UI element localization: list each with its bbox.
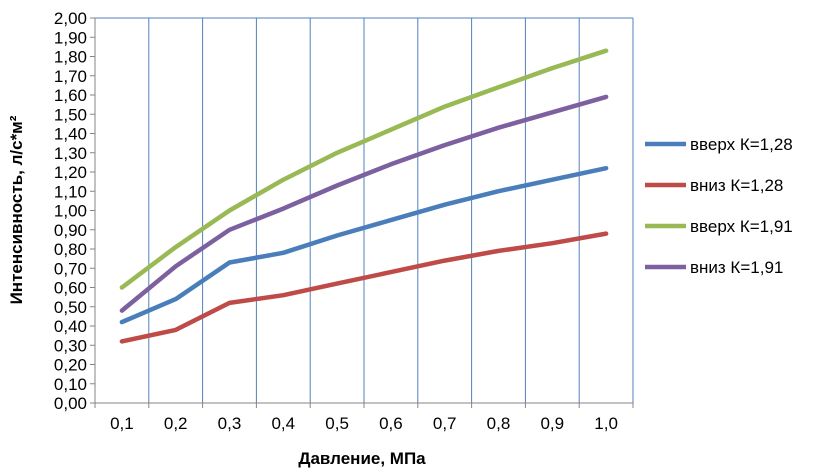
x-tick-label: 0,4 [271, 414, 295, 433]
x-tick-label: 0,3 [218, 414, 242, 433]
x-tick-labels: 0,1 0,2 0,3 0,4 0,5 0,6 0,7 0,8 0,9 1,0 [110, 414, 618, 433]
y-tick-label: 0,70 [54, 259, 87, 278]
series-line-1 [119, 165, 609, 325]
legend-label: вниз К=1,28 [690, 176, 783, 195]
x-tick-label: 0,1 [110, 414, 134, 433]
x-tick-label: 0,7 [433, 414, 457, 433]
x-tick-label: 0,9 [540, 414, 564, 433]
y-tick-label: 1,70 [54, 67, 87, 86]
axes [90, 17, 634, 408]
legend: вверх К=1,28 вниз К=1,28 вверх К=1,91 вниз … [645, 135, 793, 277]
x-tick-label: 1,0 [594, 414, 618, 433]
y-tick-label: 1,10 [54, 182, 87, 201]
gridlines [94, 17, 634, 403]
x-tick-label: 0,6 [379, 414, 403, 433]
y-tick-label: 1,60 [54, 86, 87, 105]
series-lines [119, 48, 609, 344]
x-tick-label: 0,2 [164, 414, 188, 433]
legend-label: вниз К=1,91 [690, 258, 783, 277]
x-tick-label: 0,5 [325, 414, 349, 433]
y-tick-label: 0,40 [54, 317, 87, 336]
series-line-4 [119, 94, 609, 313]
y-tick-label: 0,10 [54, 375, 87, 394]
y-tick-label: 0,00 [54, 394, 87, 413]
y-axis-title: Интенсивность, л/с*м² [7, 115, 26, 304]
y-tick-label: 0,20 [54, 356, 87, 375]
y-tick-label: 0,80 [54, 240, 87, 259]
series-line-3 [119, 48, 609, 290]
y-tick-label: 1,90 [54, 28, 87, 47]
y-tick-label: 2,00 [54, 9, 87, 28]
y-tick-label: 0,90 [54, 221, 87, 240]
y-tick-label: 1,80 [54, 48, 87, 67]
y-tick-label: 0,50 [54, 298, 87, 317]
y-tick-label: 1,30 [54, 144, 87, 163]
y-tick-labels: 0,000,100,200,300,400,500,600,700,800,90… [54, 9, 87, 413]
y-tick-label: 0,60 [54, 279, 87, 298]
legend-label: вверх К=1,91 [690, 217, 793, 236]
legend-label: вверх К=1,28 [690, 135, 793, 154]
y-tick-label: 0,30 [54, 336, 87, 355]
series-line-2 [119, 231, 609, 344]
y-tick-label: 1,40 [54, 125, 87, 144]
y-tick-label: 1,00 [54, 202, 87, 221]
y-tick-label: 1,50 [54, 105, 87, 124]
x-axis-title: Давление, МПа [298, 449, 426, 468]
y-tick-label: 1,20 [54, 163, 87, 182]
x-tick-label: 0,8 [487, 414, 511, 433]
